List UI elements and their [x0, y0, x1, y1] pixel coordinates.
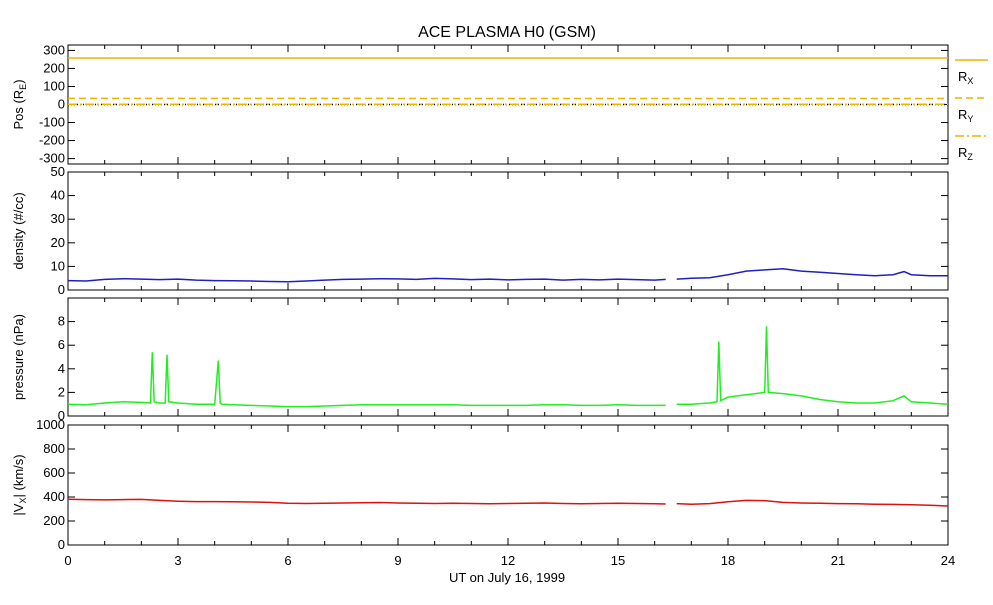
y-tick-label-density: 40: [51, 188, 65, 203]
y-tick-label-density: 50: [51, 164, 65, 179]
y-tick-label-density: 10: [51, 258, 65, 273]
y-tick-label-vx: 0: [58, 537, 65, 552]
y-tick-label-pos: -100: [39, 115, 65, 130]
y-axis-label-pos: Pos (RE): [11, 79, 28, 129]
x-tick-label: 6: [284, 553, 291, 568]
y-tick-label-pos: 200: [43, 60, 65, 75]
legend-label-main: R: [958, 69, 967, 84]
legend-label-sub: Y: [967, 114, 973, 124]
legend-label-main: R: [958, 145, 967, 160]
y-axis-label-main: |V: [11, 503, 26, 515]
series-line-pressure-0: [68, 326, 948, 406]
x-tick-label: 24: [941, 553, 955, 568]
y-axis-label-main: Pos (R: [11, 90, 26, 130]
x-tick-label: 21: [831, 553, 845, 568]
x-tick-label: 12: [501, 553, 515, 568]
legend-label-main: R: [958, 107, 967, 122]
y-axis-label-end: ): [11, 79, 26, 83]
y-tick-label-density: 30: [51, 211, 65, 226]
y-tick-label-pos: 100: [43, 78, 65, 93]
y-axis-label-vx: |VX| (km/s): [11, 454, 28, 515]
y-tick-label-pressure: 8: [58, 314, 65, 329]
x-tick-label: 3: [174, 553, 181, 568]
y-tick-label-pos: 0: [58, 97, 65, 112]
legend-label-sub: Z: [967, 152, 973, 162]
y-tick-label-pressure: 4: [58, 361, 65, 376]
series-line-density-0: [68, 269, 948, 282]
y-tick-label-vx: 1000: [36, 417, 65, 432]
y-tick-label-vx: 400: [43, 489, 65, 504]
legend-label-0: RX: [958, 69, 973, 86]
chart-title: ACE PLASMA H0 (GSM): [418, 24, 596, 41]
x-tick-label: 0: [64, 553, 71, 568]
x-tick-label: 9: [394, 553, 401, 568]
y-tick-label-pressure: 6: [58, 337, 65, 352]
y-axis-label-pressure: pressure (nPa): [11, 314, 26, 400]
y-tick-label-pos: -200: [39, 133, 65, 148]
y-tick-label-vx: 600: [43, 465, 65, 480]
y-axis-label-density: density (#/cc): [11, 192, 26, 269]
x-axis-label: UT on July 16, 1999: [449, 570, 565, 585]
y-tick-label-density: 0: [58, 282, 65, 297]
legend-label-2: RZ: [958, 145, 973, 162]
legend-label-sub: X: [967, 76, 973, 86]
y-tick-label-vx: 200: [43, 513, 65, 528]
series-line-vx-0: [68, 499, 948, 506]
x-tick-label: 18: [721, 553, 735, 568]
legend-label-1: RY: [958, 107, 973, 124]
y-tick-label-pos: 300: [43, 42, 65, 57]
x-tick-label: 15: [611, 553, 625, 568]
y-tick-label-pressure: 2: [58, 384, 65, 399]
y-tick-label-vx: 800: [43, 441, 65, 456]
panel-frame-vx: [68, 425, 948, 545]
y-axis-label-end: | (km/s): [11, 454, 26, 497]
y-tick-label-density: 20: [51, 235, 65, 250]
